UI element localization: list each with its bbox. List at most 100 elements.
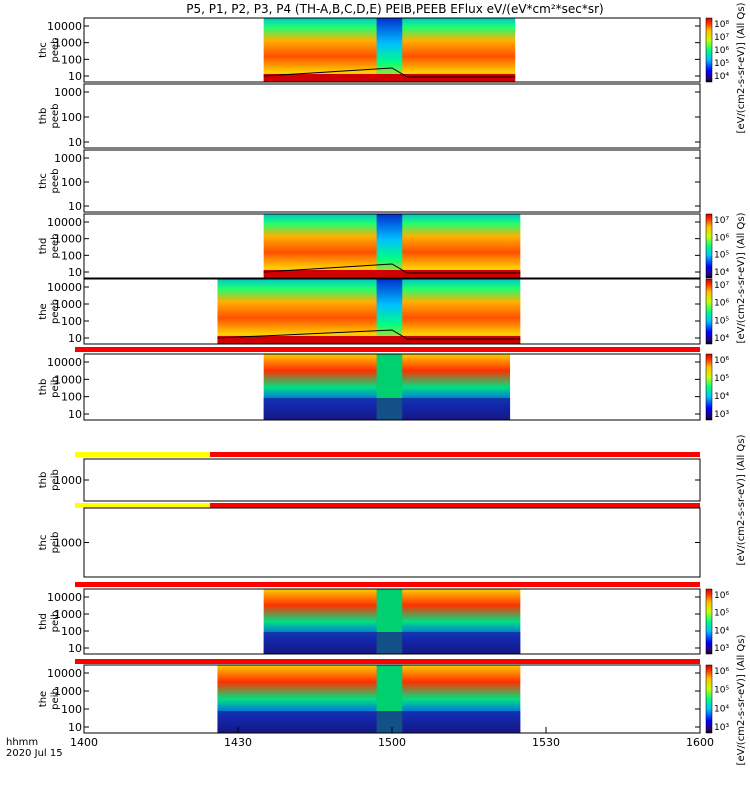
panel-y-label-probe: thb: [38, 472, 49, 489]
spectrogram-gap-interval: [376, 214, 403, 278]
panel-y-label-probe: the: [38, 691, 49, 707]
panel-y-label-product: peib: [50, 532, 61, 554]
time-axis-unit-label: hhmm: [6, 737, 39, 748]
colorbar-tick-label: 10³: [714, 644, 729, 654]
y-tick-label: 100: [61, 111, 82, 124]
spectrogram-low-energy-band: [217, 336, 521, 344]
colorbar-title: [eV/(cm2-s-sr-eV)] (All Qs): [736, 212, 747, 343]
panel-thc-peeb-2: 1000 100 10 thc peeb: [38, 149, 701, 213]
y-tick-label: 1000: [54, 233, 82, 246]
y-tick-label: 100: [61, 703, 82, 716]
colorbar-tick-label: 10⁶: [714, 591, 729, 601]
quality-flag-bad: [75, 503, 210, 508]
panel-y-label-product: peeb: [50, 38, 61, 63]
spectrogram-gap-interval: [376, 18, 403, 82]
panel-y-label-probe: thc: [38, 173, 49, 189]
y-tick-label: 1000: [54, 685, 82, 698]
y-tick-label: 1000: [54, 152, 82, 165]
page-title: P5, P1, P2, P3, P4 (TH-A,B,C,D,E) PEIB,P…: [186, 2, 604, 16]
colorbar-tick-label: 10⁵: [714, 316, 729, 326]
colorbar-tick-label: 10⁵: [714, 59, 729, 69]
panel-y-label-probe: thd: [38, 238, 49, 255]
panel-y-label-product: peib: [50, 611, 61, 633]
panel-y-label-probe: the: [38, 303, 49, 319]
colorbar-tick-label: 10⁶: [714, 356, 729, 366]
colorbar: [705, 213, 713, 279]
panel-thc-peib-7: 1000 thc peib: [38, 503, 701, 578]
y-tick-label: 100: [61, 53, 82, 66]
y-tick-label: 1000: [54, 37, 82, 50]
colorbar: [705, 664, 713, 734]
panel-frame: [83, 213, 701, 279]
panel-y-label-product: peeb: [50, 234, 61, 259]
colorbar-title: [eV/(cm2-s-sr-eV)] (All Qs): [736, 634, 747, 765]
y-tick-label: 100: [61, 315, 82, 328]
colorbar-tick-label: 10⁷: [714, 33, 729, 43]
panel-frame: [83, 149, 701, 213]
panel-y-label-probe: thd: [38, 613, 49, 630]
spectrogram-low-energy-band: [263, 632, 521, 654]
panel-frame: [83, 83, 701, 149]
panel-y-label-probe: thc: [38, 535, 49, 551]
spectrogram-low-energy-band: [263, 74, 516, 82]
panel-thb-peeb-1: 1000 100 10 thb peeb: [38, 83, 701, 149]
panel-y-label-product: peib: [50, 469, 61, 491]
panel-y-label-product: peib: [50, 688, 61, 710]
panel-thd-peeb-3: 10000 1000 100 10 thd peeb 10⁷ 10⁶ 10⁵ 10⁴: [38, 213, 729, 279]
y-tick-label: 10: [68, 332, 82, 345]
y-tick-label: 1000: [54, 86, 82, 99]
y-tick-label: 10000: [47, 591, 82, 604]
quality-flag-good: [75, 347, 700, 352]
panel-thd-peib-8: 10000 1000 100 10 thd peib 10⁶ 10⁵ 10⁴ 10³: [38, 582, 729, 655]
colorbar: [705, 278, 713, 345]
colorbar-tick-label: 10⁷: [714, 216, 729, 226]
y-tick-label: 100: [61, 176, 82, 189]
quality-flag-good: [75, 582, 700, 587]
colorbar-tick-label: 10⁵: [714, 251, 729, 261]
colorbar-tick-label: 10⁷: [714, 281, 729, 291]
spectrogram-data: [217, 279, 521, 344]
y-tick-label: 10000: [47, 356, 82, 369]
colorbar-tick-label: 10⁴: [714, 268, 729, 278]
colorbar-tick-label: 10⁴: [714, 392, 729, 402]
panel-y-label-probe: thc: [38, 42, 49, 58]
spectrogram-low-energy-band: [263, 270, 521, 278]
y-tick-label: 10000: [47, 281, 82, 294]
colorbar-title: [eV/(cm2-s-sr-eV)] (All Qs): [736, 434, 747, 565]
colorbar-title: [eV/(cm2-s-sr-eV)] (All Qs): [736, 2, 747, 133]
spacecraft-potential-line: [217, 329, 521, 340]
y-tick-label: 10: [68, 200, 82, 213]
colorbar-tick-label: 10⁴: [714, 72, 729, 82]
panel-y-label-product: peeb: [50, 169, 61, 194]
colorbar-tick-label: 10⁶: [714, 299, 729, 309]
colorbar-tick-label: 10⁴: [714, 626, 729, 636]
colorbar-tick-label: 10³: [714, 723, 729, 733]
y-tick-label: 100: [61, 249, 82, 262]
panel-thc-peeb-0: 10000 1000 100 10 thc peeb 10⁸ 10⁷ 10⁶ 10⁵ 10⁴: [38, 17, 729, 83]
colorbar-tick-label: 10⁶: [714, 46, 729, 56]
spectrogram-low-energy-band: [217, 711, 521, 733]
quality-flag-good: [210, 503, 700, 508]
colorbar-tick-label: 10⁵: [714, 609, 729, 619]
panel-frame: [83, 507, 701, 578]
y-tick-label: 10000: [47, 20, 82, 33]
colorbar: [705, 588, 713, 655]
panel-frame: [83, 17, 701, 83]
time-axis-date-label: 2020 Jul 15: [6, 748, 63, 759]
spacecraft-potential-line: [263, 263, 521, 274]
panel-frame: [83, 588, 701, 655]
y-tick-label: 10: [68, 136, 82, 149]
panel-frame: [83, 458, 701, 502]
panel-frame: [83, 353, 701, 421]
panel-the-peib-9: 10000 1000 100 10 the peib 10⁶ 10⁵ 10⁴ 10³: [38, 659, 729, 734]
x-tick-label: 1600: [686, 736, 714, 749]
y-tick-label: 10000: [47, 667, 82, 680]
panel-thb-peib-5: 10000 1000 100 10 thb peib 10⁶ 10⁵ 10⁴ 10³: [38, 347, 729, 421]
x-tick-label: 1430: [224, 736, 252, 749]
colorbar: [705, 353, 713, 421]
y-tick-label: 1000: [54, 537, 82, 550]
y-tick-label: 10000: [47, 216, 82, 229]
panel-y-label-probe: thb: [38, 108, 49, 125]
y-tick-label: 1000: [54, 474, 82, 487]
